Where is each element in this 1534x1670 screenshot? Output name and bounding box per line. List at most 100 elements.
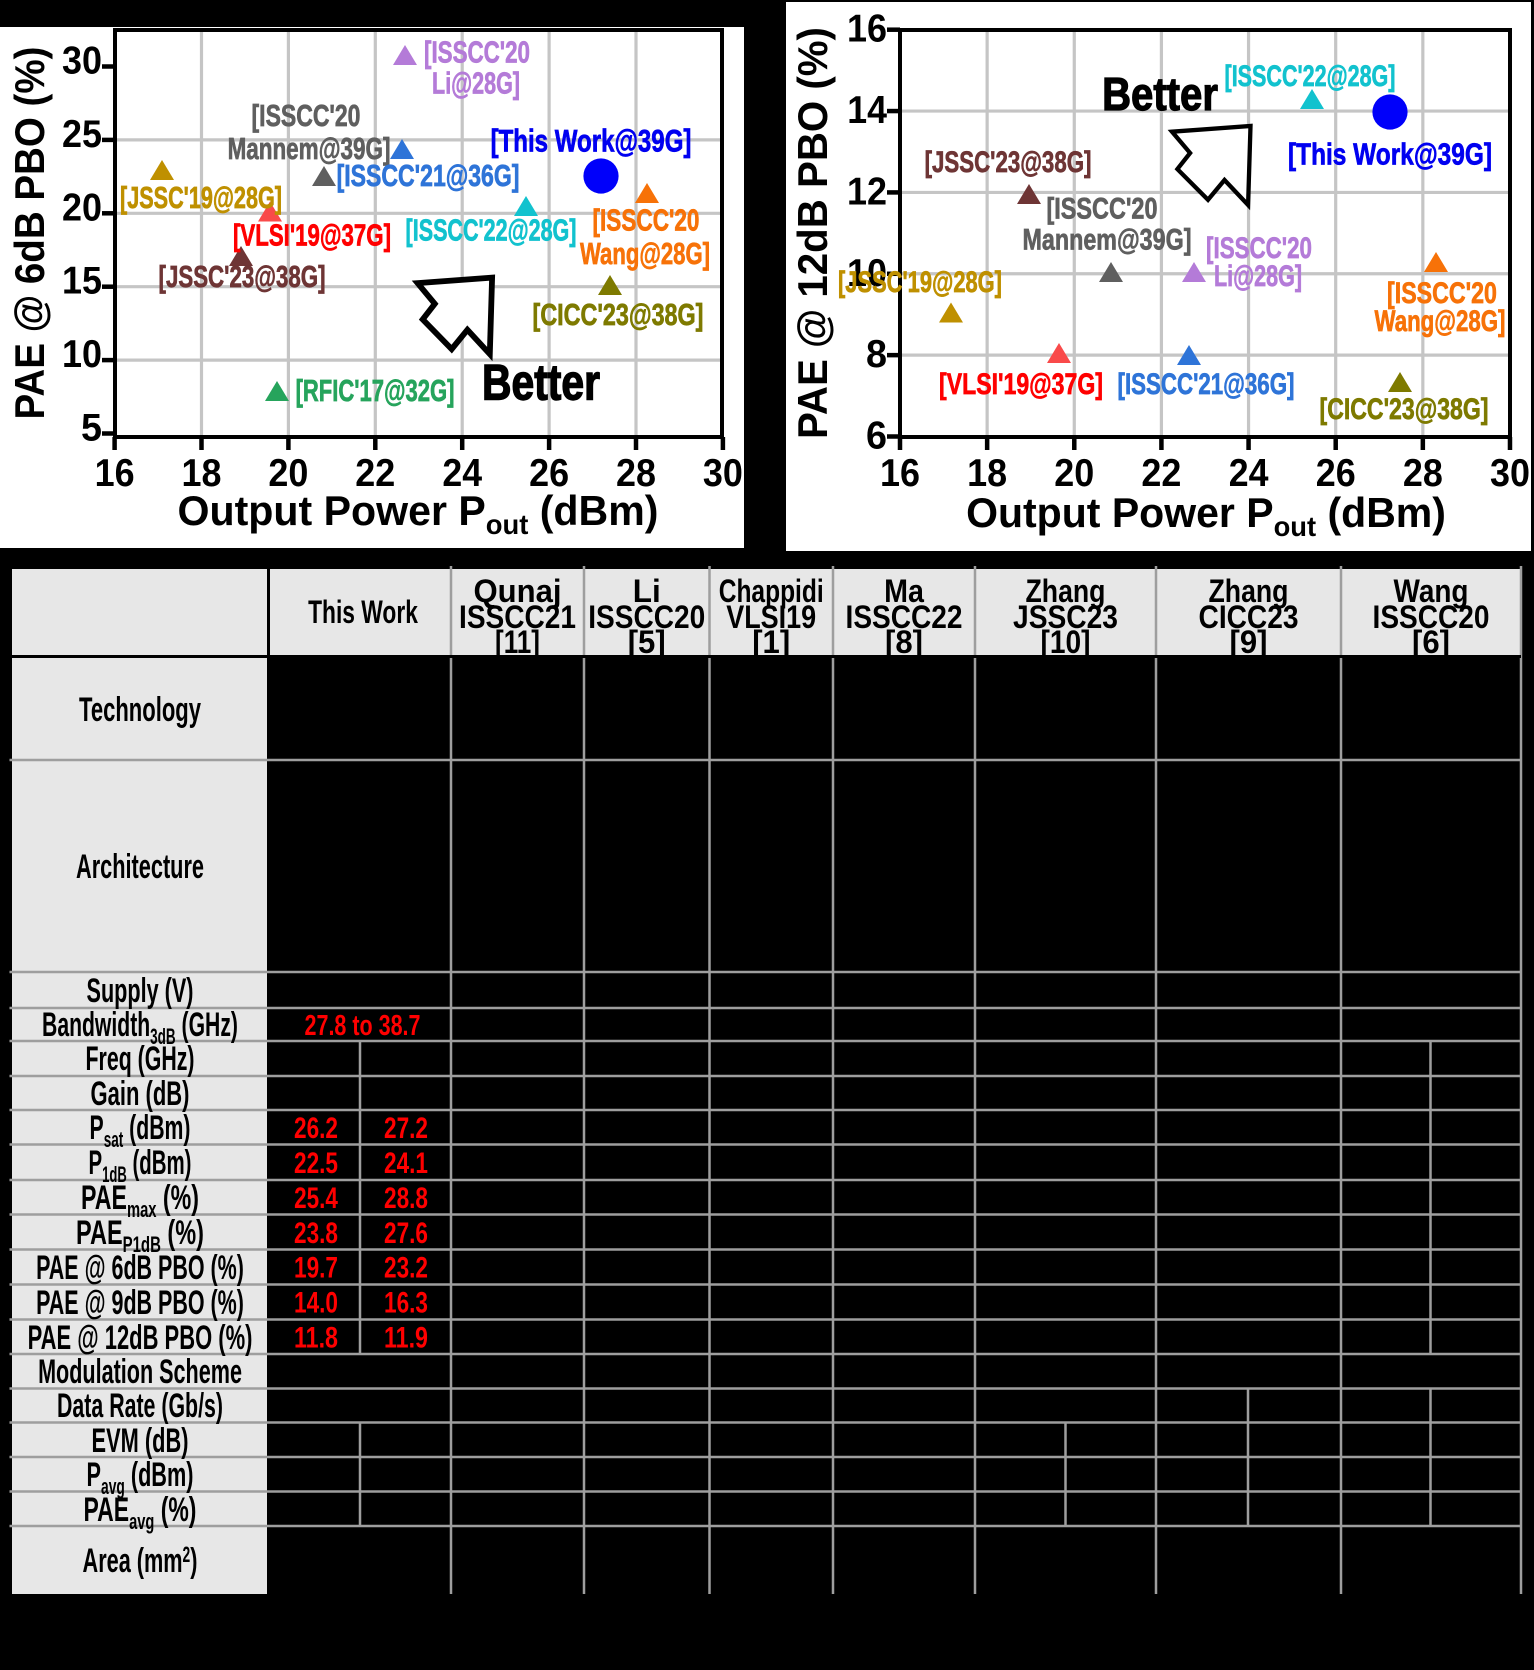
svg-text:Li@28G]: Li@28G] bbox=[1214, 258, 1302, 292]
svg-text:ISSCC20: ISSCC20 bbox=[588, 600, 705, 635]
svg-text:27.2: 27.2 bbox=[384, 1111, 428, 1145]
svg-text:Better: Better bbox=[1102, 69, 1218, 120]
svg-text:23.8: 23.8 bbox=[294, 1216, 338, 1250]
svg-text:Architecture: Architecture bbox=[76, 848, 204, 886]
svg-text:Wang: Wang bbox=[1394, 574, 1469, 609]
svg-text:[6]: [6] bbox=[1412, 624, 1450, 661]
svg-text:VLSI19: VLSI19 bbox=[726, 600, 816, 636]
svg-text:[JSSC'19@28G]: [JSSC'19@28G] bbox=[120, 180, 282, 215]
svg-text:Output Power Pout (dBm): Output Power Pout (dBm) bbox=[178, 487, 659, 540]
svg-text:24.1: 24.1 bbox=[384, 1146, 428, 1180]
svg-text:[ISSCC'20: [ISSCC'20 bbox=[1387, 276, 1497, 310]
svg-text:Zhang: Zhang bbox=[1026, 574, 1106, 610]
svg-text:[This Work@39G]: [This Work@39G] bbox=[491, 123, 692, 158]
svg-text:14: 14 bbox=[847, 88, 887, 132]
svg-text:PAEP1dB (%): PAEP1dB (%) bbox=[76, 1214, 204, 1257]
svg-text:PAE @ 9dB PBO (%): PAE @ 9dB PBO (%) bbox=[36, 1284, 244, 1322]
svg-text:[This Work@39G]: [This Work@39G] bbox=[1288, 137, 1492, 171]
svg-text:Technology: Technology bbox=[79, 691, 201, 729]
svg-text:30: 30 bbox=[62, 38, 102, 82]
svg-text:Modulation Scheme: Modulation Scheme bbox=[38, 1353, 242, 1391]
svg-text:Mannem@39G]: Mannem@39G] bbox=[1023, 222, 1192, 256]
svg-text:25.4: 25.4 bbox=[294, 1181, 338, 1215]
svg-text:PAEmax (%): PAEmax (%) bbox=[81, 1178, 199, 1221]
svg-text:5: 5 bbox=[81, 406, 102, 450]
svg-text:14.0: 14.0 bbox=[294, 1285, 338, 1319]
svg-text:PAE @ 12dB PBO (%): PAE @ 12dB PBO (%) bbox=[789, 27, 836, 439]
svg-text:Wang@28G]: Wang@28G] bbox=[1375, 304, 1506, 338]
svg-text:PAEavg (%): PAEavg (%) bbox=[84, 1490, 197, 1533]
svg-text:22: 22 bbox=[355, 451, 395, 495]
svg-text:[8]: [8] bbox=[885, 624, 923, 661]
svg-text:11.8: 11.8 bbox=[294, 1321, 338, 1355]
svg-text:This Work: This Work bbox=[308, 594, 418, 630]
svg-text:16.3: 16.3 bbox=[384, 1285, 428, 1319]
svg-text:26: 26 bbox=[1316, 451, 1356, 495]
svg-text:[ISSCC'20: [ISSCC'20 bbox=[424, 35, 530, 69]
svg-text:[ISSCC'22@28G]: [ISSCC'22@28G] bbox=[406, 213, 577, 248]
svg-text:20: 20 bbox=[268, 451, 308, 495]
svg-text:Li@28G]: Li@28G] bbox=[432, 66, 520, 101]
svg-text:Better: Better bbox=[482, 355, 600, 411]
svg-text:11.9: 11.9 bbox=[384, 1321, 428, 1355]
svg-text:28: 28 bbox=[616, 451, 656, 495]
svg-text:22: 22 bbox=[1141, 451, 1181, 495]
svg-text:[JSSC'19@28G]: [JSSC'19@28G] bbox=[838, 265, 1002, 299]
svg-text:[ISSCC'20: [ISSCC'20 bbox=[252, 99, 361, 133]
svg-text:Li: Li bbox=[633, 573, 661, 609]
svg-text:Psat (dBm): Psat (dBm) bbox=[90, 1109, 191, 1152]
svg-text:[ISSCC'22@28G]: [ISSCC'22@28G] bbox=[1225, 58, 1396, 92]
svg-text:12: 12 bbox=[847, 169, 887, 213]
svg-text:22.5: 22.5 bbox=[294, 1146, 338, 1180]
svg-text:[CICC'23@38G]: [CICC'23@38G] bbox=[1320, 392, 1489, 426]
svg-text:[11]: [11] bbox=[495, 626, 540, 661]
svg-text:Zhang: Zhang bbox=[1209, 574, 1289, 610]
svg-text:15: 15 bbox=[62, 258, 102, 302]
svg-text:[10]: [10] bbox=[1041, 625, 1091, 660]
svg-text:10: 10 bbox=[847, 250, 887, 294]
svg-text:CICC23: CICC23 bbox=[1199, 600, 1299, 635]
svg-text:16: 16 bbox=[880, 451, 920, 495]
svg-text:Area (mm2): Area (mm2) bbox=[83, 1542, 198, 1581]
svg-text:PAE @ 6dB PBO (%): PAE @ 6dB PBO (%) bbox=[36, 1249, 244, 1287]
svg-text:ISSCC22: ISSCC22 bbox=[846, 600, 963, 635]
svg-text:8: 8 bbox=[866, 333, 887, 377]
svg-text:[CICC'23@38G]: [CICC'23@38G] bbox=[533, 297, 704, 332]
svg-text:PAE @ 6dB PBO (%): PAE @ 6dB PBO (%) bbox=[6, 47, 53, 420]
svg-text:[ISSCC'21@36G]: [ISSCC'21@36G] bbox=[337, 159, 520, 193]
svg-text:P1dB (dBm): P1dB (dBm) bbox=[89, 1144, 192, 1187]
svg-text:[5]: [5] bbox=[628, 624, 666, 661]
svg-text:28: 28 bbox=[1403, 451, 1443, 495]
svg-text:27.6: 27.6 bbox=[384, 1216, 428, 1250]
svg-text:PAE @ 12dB PBO (%): PAE @ 12dB PBO (%) bbox=[28, 1319, 253, 1357]
svg-text:[VLSI'19@37G]: [VLSI'19@37G] bbox=[939, 367, 1103, 401]
svg-text:[ISSCC'21@36G]: [ISSCC'21@36G] bbox=[1118, 367, 1295, 401]
svg-text:Ma: Ma bbox=[884, 575, 925, 610]
svg-text:[JSSC'23@38G]: [JSSC'23@38G] bbox=[159, 260, 326, 294]
svg-text:24: 24 bbox=[1229, 451, 1269, 495]
svg-text:EVM (dB): EVM (dB) bbox=[92, 1422, 189, 1460]
svg-text:25: 25 bbox=[62, 112, 102, 156]
svg-text:20: 20 bbox=[1054, 451, 1094, 495]
svg-text:[ISSCC'20: [ISSCC'20 bbox=[1206, 231, 1312, 265]
svg-text:Mannem@39G]: Mannem@39G] bbox=[228, 132, 391, 166]
svg-text:Freq (GHz): Freq (GHz) bbox=[86, 1040, 195, 1078]
svg-text:[9]: [9] bbox=[1230, 624, 1268, 661]
svg-text:26.2: 26.2 bbox=[294, 1111, 338, 1145]
svg-text:19.7: 19.7 bbox=[294, 1250, 338, 1284]
svg-text:[ISSCC'20: [ISSCC'20 bbox=[1047, 192, 1158, 225]
svg-text:16: 16 bbox=[847, 6, 887, 50]
svg-text:10: 10 bbox=[62, 332, 102, 376]
svg-text:18: 18 bbox=[967, 451, 1007, 495]
svg-text:ISSCC21: ISSCC21 bbox=[459, 600, 576, 635]
svg-text:30: 30 bbox=[703, 451, 743, 495]
svg-text:Output Power Pout (dBm): Output Power Pout (dBm) bbox=[966, 489, 1446, 543]
svg-text:ISSCC20: ISSCC20 bbox=[1373, 600, 1490, 635]
svg-text:[RFIC'17@32G]: [RFIC'17@32G] bbox=[296, 373, 455, 408]
svg-text:Data Rate (Gb/s): Data Rate (Gb/s) bbox=[57, 1387, 223, 1425]
svg-text:20: 20 bbox=[62, 185, 102, 229]
svg-text:[VLSI'19@37G]: [VLSI'19@37G] bbox=[233, 218, 391, 252]
svg-text:[ISSCC'20: [ISSCC'20 bbox=[593, 203, 700, 237]
svg-text:28.8: 28.8 bbox=[384, 1181, 428, 1215]
svg-text:JSSC23: JSSC23 bbox=[1013, 600, 1118, 635]
